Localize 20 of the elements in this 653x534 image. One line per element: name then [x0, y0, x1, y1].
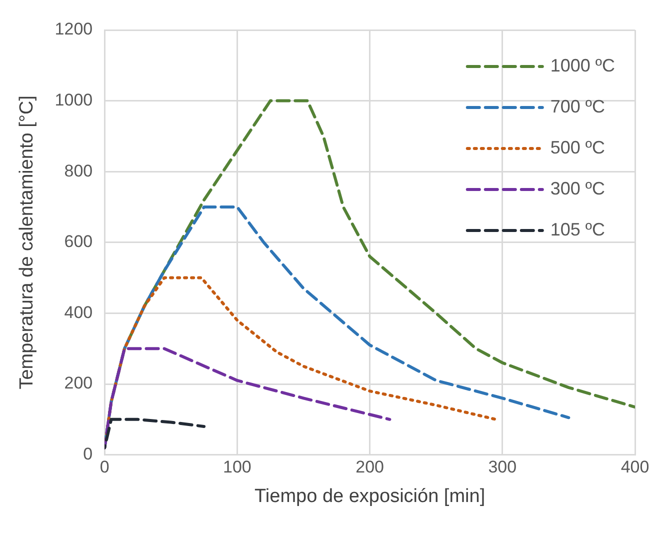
y-tick-label: 0 [83, 444, 93, 464]
x-tick-label: 0 [100, 458, 110, 477]
y-tick-label: 1200 [54, 20, 93, 39]
x-tick-label: 300 [488, 458, 517, 477]
y-tick-label: 200 [64, 374, 93, 393]
y-tick-label: 1000 [54, 90, 93, 110]
legend-label: 105 ºC [550, 219, 605, 240]
x-tick-label: 400 [620, 458, 650, 477]
y-axis-title: Temperatura de calentamiento [°C] [16, 95, 38, 390]
y-tick-label: 600 [64, 232, 93, 252]
x-axis-title: Tiempo de exposición [min] [254, 486, 486, 507]
line-series [104, 418, 206, 450]
legend-label: 1000 ºC [550, 55, 616, 76]
legend-label: 700 ºC [550, 96, 605, 116]
x-tick-label: 200 [356, 458, 384, 477]
legend-label: 500 ºC [550, 137, 605, 158]
y-tick-label: 800 [64, 161, 93, 180]
x-tick-label: 100 [223, 458, 252, 477]
y-tick-label: 400 [64, 302, 93, 322]
legend-label: 300 ºC [550, 178, 605, 198]
